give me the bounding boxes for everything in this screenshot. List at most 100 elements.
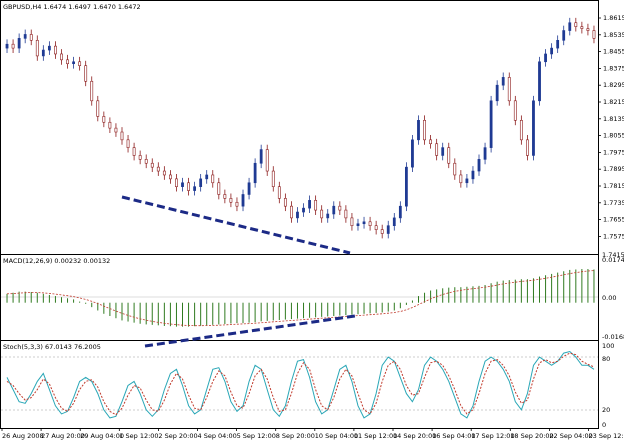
time-label: 22 Sep 04:00 (549, 432, 592, 440)
candle-body (465, 178, 469, 184)
time-label: 5 Sep 12:00 (237, 432, 276, 440)
macd-panel-header: MACD(12,26,9) 0.00232 0.00132 (3, 257, 110, 265)
time-label: 18 Sep 20:00 (510, 432, 553, 440)
candle-body (132, 147, 136, 156)
stoch-signal-line (6, 352, 595, 416)
candle-body (259, 149, 263, 164)
candle-body (586, 28, 590, 31)
stoch-axis-20-label: 20 (602, 406, 610, 414)
candle-body (60, 53, 63, 61)
stoch-panel[interactable] (0, 340, 599, 429)
candle-body (84, 65, 88, 82)
candle-body (277, 186, 281, 199)
macd-axis-top-label: 0.01747 (602, 256, 624, 264)
candle-body (447, 147, 451, 164)
candle-body (265, 149, 269, 172)
macd-layer (6, 269, 595, 327)
candle-body (235, 201, 239, 207)
candle-body (338, 205, 342, 211)
candle-body (199, 178, 203, 187)
time-label: 14 Sep 20:00 (393, 432, 436, 440)
time-label: 10 Sep 04:00 (315, 432, 358, 440)
stoch-layer (6, 350, 595, 419)
candle-body (169, 174, 172, 180)
stoch-panel-header: Stoch(5,3,3) 67.0143 76.2005 (3, 343, 101, 351)
candle-body (538, 61, 541, 102)
macd-axis-bottom-label: -0.01683 (602, 333, 624, 341)
candle-body (66, 59, 69, 65)
time-label: 23 Sep 12:00 (589, 432, 624, 440)
price-label: 1.7735 (603, 199, 624, 207)
price-label: 1.7975 (603, 148, 624, 156)
candle-body (217, 182, 221, 195)
candle-body (417, 120, 420, 141)
price-trendline[interactable] (121, 195, 351, 255)
candle-body (29, 34, 33, 41)
candle-body (47, 45, 51, 51)
stoch-axis-0-label: 0 (602, 421, 606, 429)
main-panel[interactable] (0, 0, 599, 255)
price-label: 1.8215 (603, 98, 624, 106)
candle-body (78, 61, 82, 66)
candle-body (344, 209, 348, 219)
candle-body (193, 186, 197, 191)
candle-body (562, 30, 566, 41)
candle-body (459, 174, 463, 184)
candle-body (229, 198, 233, 203)
stoch-main-line (6, 350, 595, 419)
candle-body (477, 159, 481, 172)
candle-body (271, 170, 275, 187)
candle-body (398, 205, 402, 219)
candle-body (23, 34, 27, 39)
candle-body (17, 38, 21, 49)
time-label: 26 Aug 2008 (2, 432, 44, 440)
candle-body (314, 200, 318, 211)
candle-body (90, 80, 94, 102)
candle-body (362, 221, 366, 225)
candle-body (253, 162, 257, 184)
candle-body (162, 170, 166, 176)
candle-body (429, 139, 432, 145)
time-label: 2 Sep 20:00 (158, 432, 197, 440)
candle-body (574, 22, 578, 27)
candle-body (513, 100, 517, 121)
candle-body (11, 43, 15, 49)
candle-body (181, 182, 184, 187)
candle-body (550, 47, 554, 55)
candle-body (120, 131, 124, 141)
candle-body (96, 100, 100, 117)
candle-body (72, 61, 75, 65)
stoch-axis-100-label: 100 (602, 342, 614, 350)
candle-body (423, 120, 426, 141)
candle-body (544, 53, 547, 63)
candle-body (108, 121, 112, 129)
candle-body (489, 100, 493, 148)
price-label: 1.7815 (603, 182, 624, 190)
candle-body (592, 30, 596, 39)
stoch-axis-80-label: 80 (602, 355, 610, 363)
macd-axis-zero-label: 0.00 (602, 294, 616, 302)
macd-panel[interactable] (0, 254, 599, 341)
candle-body (495, 84, 499, 102)
time-label: 11 Sep 12:00 (354, 432, 397, 440)
candle-body (368, 221, 372, 227)
candle-body (138, 155, 142, 160)
price-label: 1.8615 (603, 14, 624, 22)
candle-body (350, 217, 354, 227)
candle-body (507, 77, 511, 102)
price-label: 1.8455 (603, 48, 624, 56)
candle-body (326, 213, 330, 219)
time-label: 17 Sep 12:00 (471, 432, 514, 440)
candle-body (380, 229, 384, 234)
candle-body (332, 205, 336, 215)
candle-body (501, 77, 505, 86)
candle-body (580, 26, 584, 29)
candle-body (5, 43, 9, 49)
price-label: 1.8295 (603, 81, 624, 89)
price-label: 1.8055 (603, 132, 624, 140)
time-label: 29 Aug 04:00 (80, 432, 124, 440)
candle-body (241, 194, 245, 207)
price-label: 1.7895 (603, 165, 624, 173)
main-panel-header: GBPUSD,H4 1.6474 1.6497 1.6470 1.6472 (3, 3, 141, 11)
candle-body (483, 147, 487, 160)
